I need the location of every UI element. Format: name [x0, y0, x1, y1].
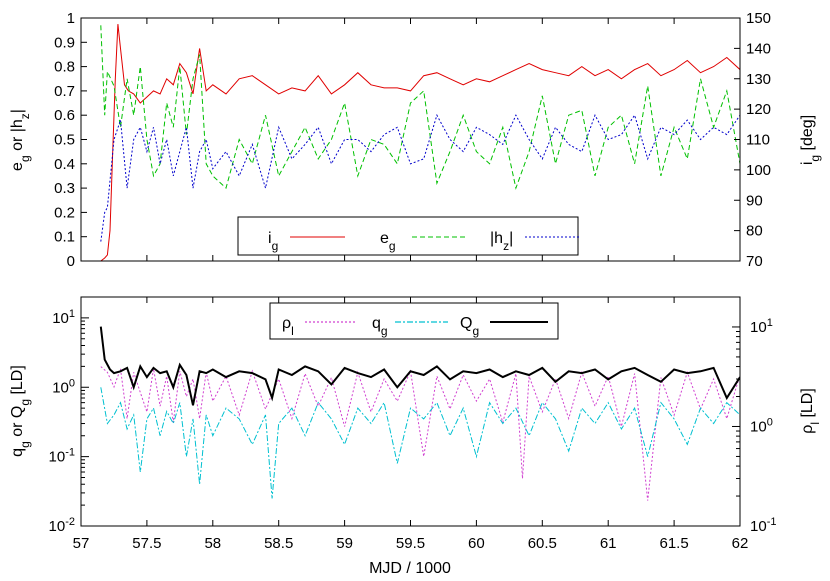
top-left-tick-label: 0.1 [54, 229, 75, 246]
x-tick-label: 57 [73, 535, 90, 552]
x-tick-label: 59 [336, 535, 353, 552]
legend-label-ig: ig [268, 230, 278, 253]
x-tick-label: 60 [468, 535, 485, 552]
bottom-series-group [99, 326, 740, 501]
top-legend: ig eg |hz| [237, 216, 580, 256]
top-left-tick-label: 1 [67, 10, 75, 27]
top-right-tick-label: 130 [746, 71, 771, 88]
top-series-group [100, 24, 740, 261]
top-left-tick-label: 0.4 [54, 156, 75, 173]
top-series-line-0 [100, 24, 740, 261]
top-panel: 0 0.1 0.2 0.3 0.4 0.5 0.6 0.7 0.8 0.9 1 70 80 90 100 11… [9, 10, 822, 270]
top-legend-box [237, 216, 579, 256]
top-right-tick-label: 140 [746, 40, 771, 57]
bottom-left-tick-label: 100 [52, 377, 75, 396]
x-tick-label: 58.5 [264, 535, 293, 552]
top-left-tick-label: 0.2 [54, 204, 75, 221]
top-left-tick-label: 0.7 [54, 83, 75, 100]
top-right-tick-label: 80 [746, 223, 763, 240]
x-tick-label: 61.5 [659, 535, 688, 552]
bottom-series-line-1 [100, 387, 740, 499]
legend-label-qg: qg [372, 315, 388, 338]
top-left-axis-label: eg or |hz| [9, 109, 32, 171]
x-tick-label: 60.5 [528, 535, 557, 552]
top-left-tick-label: 0 [67, 253, 75, 270]
bottom-right-tick-label: 101 [750, 317, 773, 336]
top-right-tick-label: 110 [746, 132, 770, 149]
bottom-right-axis-label: ρl [LD] [799, 388, 822, 434]
top-right-tick-label: 70 [746, 253, 763, 270]
legend-label-rho: ρl [282, 315, 294, 338]
x-tick-label: 58 [204, 535, 221, 552]
bottom-right-tick-label: 100 [750, 416, 773, 435]
x-axis-label: MJD / 1000 [369, 560, 451, 577]
legend-label-hz: |hz| [490, 230, 513, 253]
x-tick-label: 59.5 [396, 535, 425, 552]
x-tick-label: 61 [600, 535, 617, 552]
bottom-tick-group: 10-2 10-1 100 101 10-1 100 101 57 57.5 58 58.5 59 59… [49, 296, 776, 552]
top-left-tick-label: 0.3 [54, 180, 75, 197]
top-left-tick-label: 0.5 [54, 132, 75, 149]
top-series-line-2 [100, 113, 740, 242]
top-right-tick-label: 120 [746, 101, 771, 118]
bottom-left-tick-label: 10-1 [49, 447, 75, 466]
top-left-tick-label: 0.6 [54, 107, 75, 124]
legend-label-Qg: Qg [460, 315, 479, 338]
bottom-panel: 10-2 10-1 100 101 10-1 100 101 57 57.5 58 58.5 59 59… [9, 296, 822, 577]
bottom-legend: ρl qg Qg [269, 302, 559, 340]
bottom-left-tick-label: 101 [52, 308, 75, 327]
bottom-series-line-2 [99, 326, 740, 406]
top-right-tick-label: 100 [746, 162, 771, 179]
top-right-tick-label: 90 [746, 192, 763, 209]
bottom-series-line-0 [100, 366, 740, 501]
x-tick-label: 57.5 [132, 535, 161, 552]
top-left-tick-label: 0.8 [54, 59, 75, 76]
bottom-left-tick-label: 10-2 [49, 516, 75, 535]
top-left-tick-label: 0.9 [54, 34, 75, 51]
top-tick-group: 0 0.1 0.2 0.3 0.4 0.5 0.6 0.7 0.8 0.9 1 70 80 90 100 11… [54, 10, 771, 270]
top-series-line-1 [100, 25, 740, 190]
legend-label-eg: eg [380, 230, 396, 253]
bottom-left-axis-label: qg or Qg [LD] [9, 365, 32, 457]
x-tick-label: 62 [732, 535, 749, 552]
bottom-right-tick-label: 10-1 [750, 516, 776, 535]
top-right-axis-label: ig [deg] [799, 115, 822, 165]
top-right-tick-label: 150 [746, 10, 771, 27]
